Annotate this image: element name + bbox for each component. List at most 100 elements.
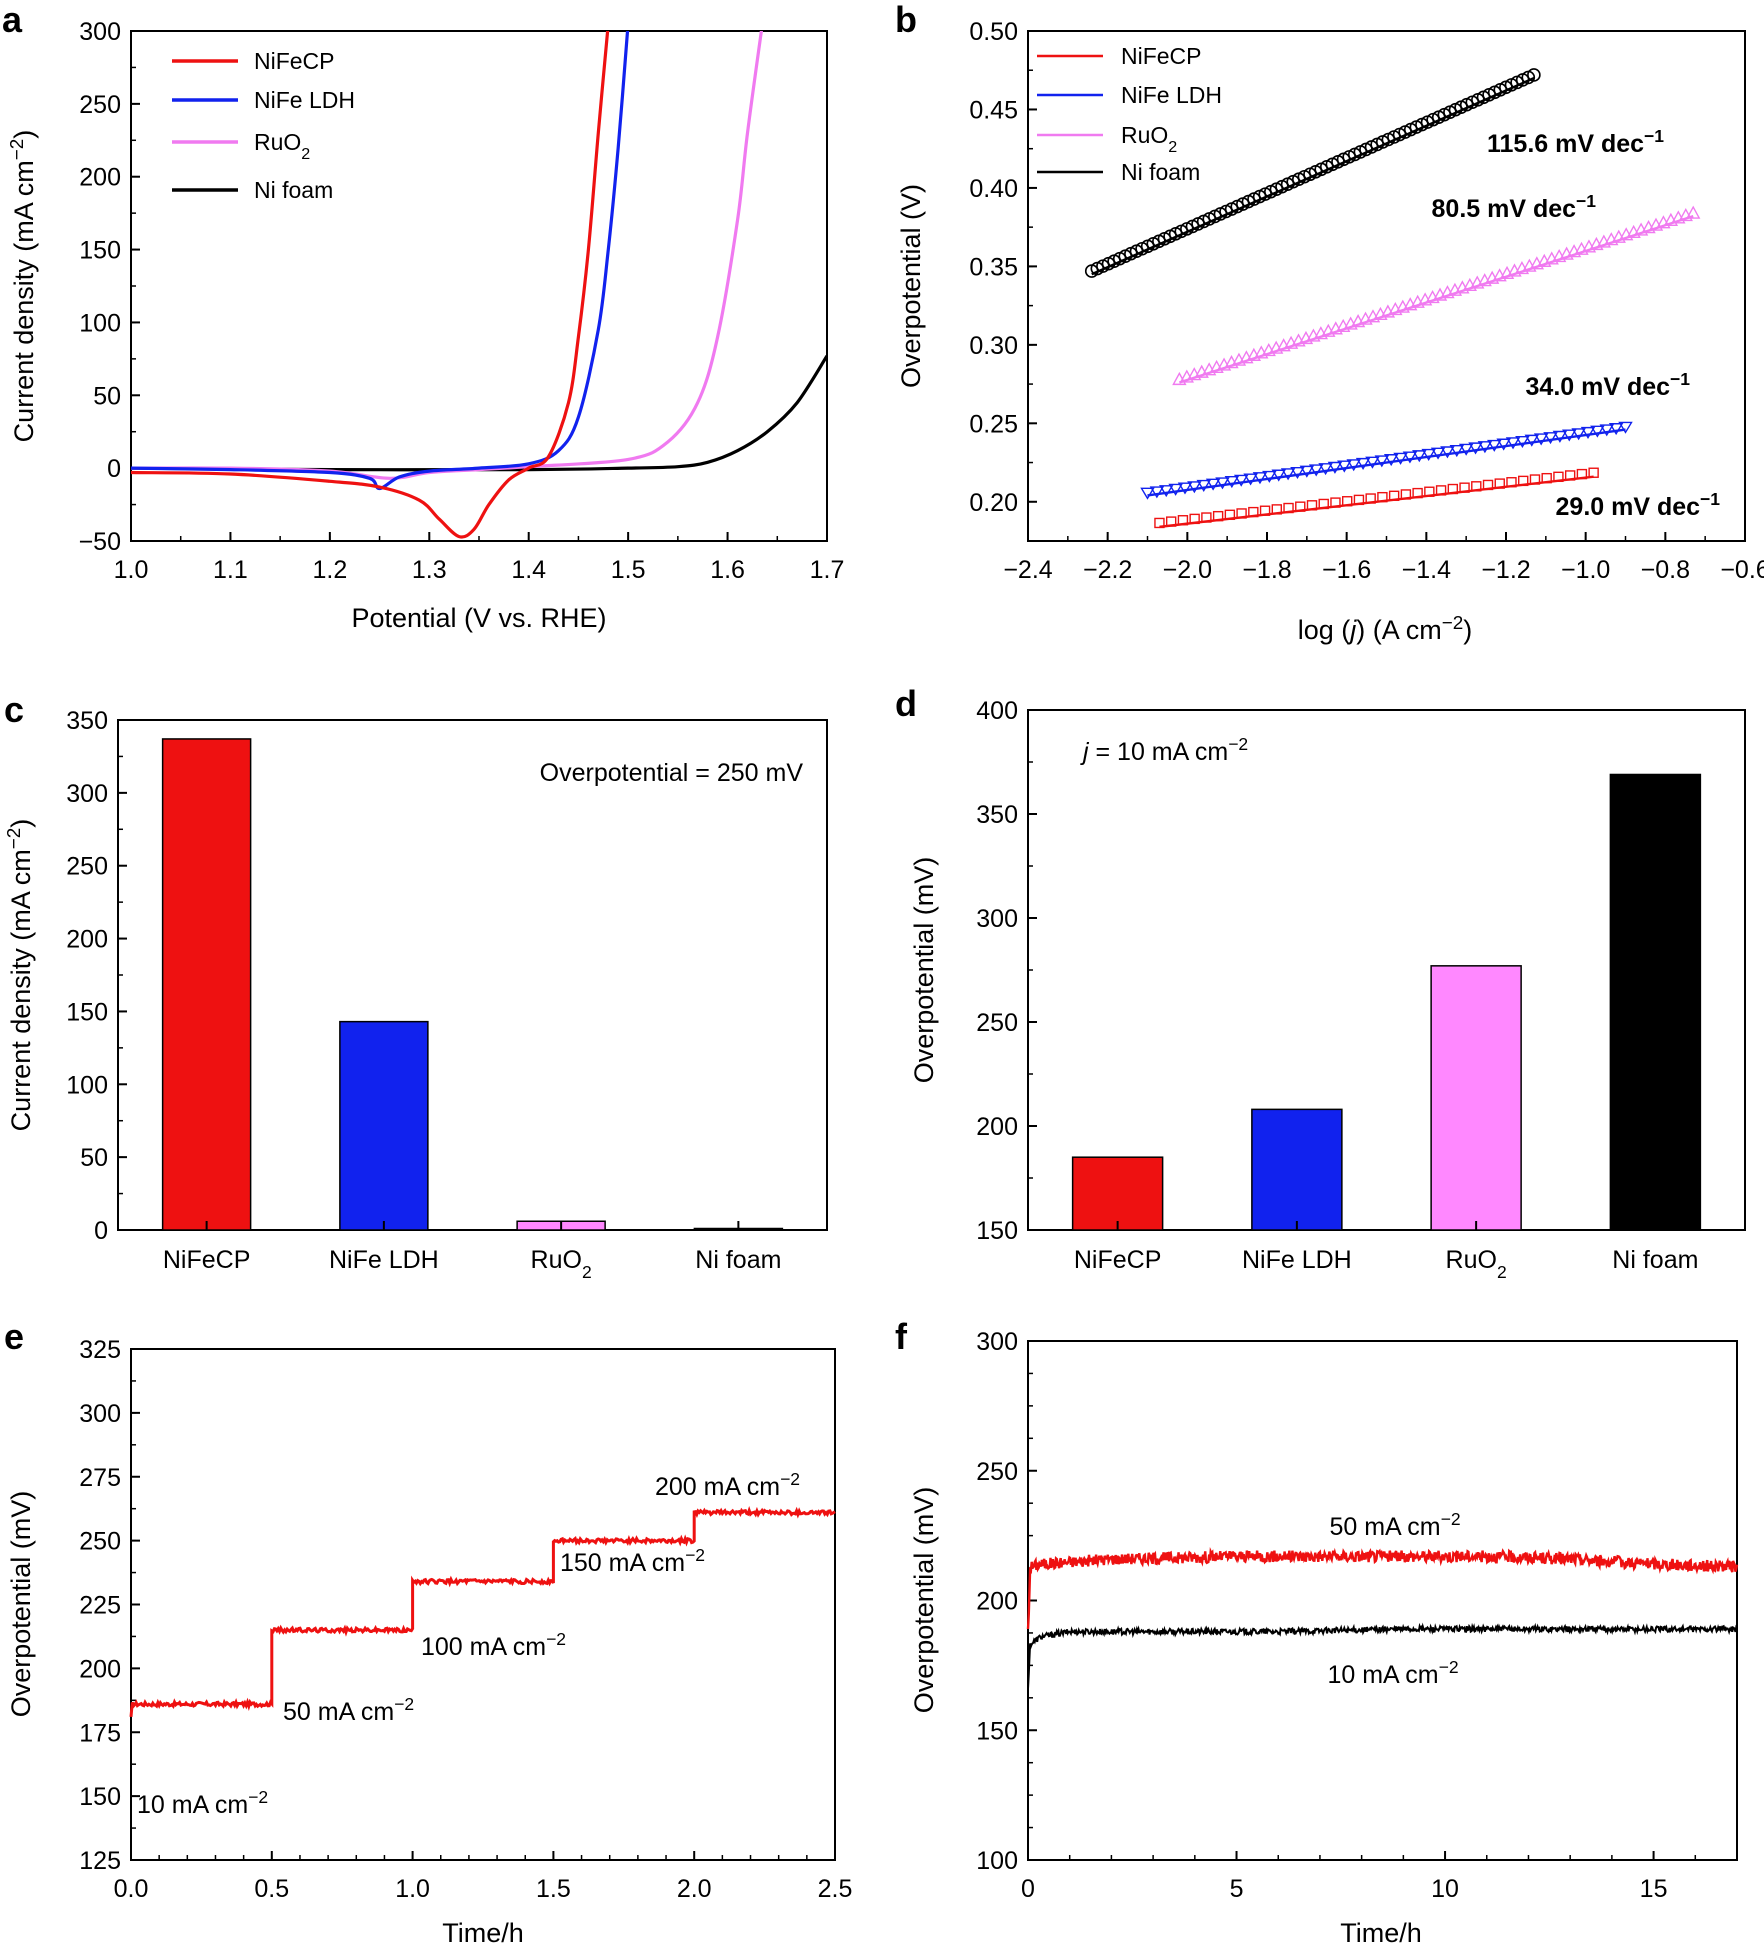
- panel-b-series-1-point: [1608, 423, 1624, 436]
- panel-c-ytick-label: 100: [66, 1071, 108, 1099]
- panel-e-step-label-4: 200 mA cm−2: [655, 1469, 800, 1501]
- panel-b-series-1-point: [1524, 434, 1540, 447]
- panel-b-series-1-point: [1580, 426, 1596, 439]
- panel-e-xtick-label: 1.0: [395, 1875, 430, 1903]
- panel-c-ytick-label: 0: [94, 1217, 108, 1245]
- panel-e-ytick-label: 250: [79, 1528, 121, 1556]
- panel-a-ytick-label: 50: [93, 382, 121, 410]
- panel-b-ylabel: Overpotential (V): [896, 184, 926, 388]
- panel-a-legend-label-0: NiFeCP: [254, 48, 335, 74]
- panel-a-xtick-label: 1.6: [710, 556, 745, 584]
- panel-d-bar-0: [1071, 1156, 1164, 1231]
- panel-a-ylabel-group: Current density (mA cm−2): [7, 130, 40, 443]
- panel-b-series-1-point: [1487, 439, 1502, 452]
- panel-c-bar-1: [339, 1020, 429, 1231]
- panel-e-xlabel: Time/h: [442, 1918, 524, 1948]
- panel-b-series-1-point: [1430, 447, 1446, 460]
- panel-b-slope-label-0: 29.0 mV dec−1: [1556, 489, 1721, 521]
- panel-a-ylabel: Current density (mA cm−2): [7, 130, 40, 443]
- panel-e-ytick-label: 200: [79, 1655, 121, 1683]
- panel-f-ytick-label: 100: [976, 1847, 1018, 1875]
- panel-e-panel-letter: e: [4, 1316, 24, 1357]
- panel-b-series-1-point: [1393, 452, 1408, 465]
- panel-d-ytick-label: 200: [976, 1113, 1018, 1141]
- panel-b-legend-label-1: NiFe LDH: [1121, 82, 1222, 108]
- panel-b-ytick-label: 0.20: [969, 489, 1018, 517]
- panel-b-series-1-point: [1243, 473, 1258, 486]
- panel-a: 1.0 1.1 1.2 1.3 1.4 1.5 1.6 1.7 −50 0 50 100 150 200 2…: [2, 0, 844, 633]
- panel-b-series-1-point: [1346, 459, 1361, 472]
- panel-b-series-1-point: [1571, 428, 1586, 441]
- panel-d-ylabel-group: Overpotential (mV): [909, 857, 939, 1084]
- panel-b-xtick-label: −0.8: [1641, 556, 1690, 584]
- panel-b-slope-label-3: 115.6 mV dec−1: [1487, 126, 1664, 158]
- panel-b-series-1-point: [1233, 474, 1249, 487]
- panel-f-xtick-label: 10: [1431, 1875, 1459, 1903]
- panel-e-series-group: [129, 1505, 836, 1718]
- panel-b-series-1-point: [1458, 443, 1474, 456]
- panel-a-legend-label-2: RuO2: [254, 129, 310, 163]
- panel-e-axes-frame: [130, 1348, 836, 1861]
- panel-b-xlabel: log (j) (A cm−2): [1298, 613, 1473, 646]
- panel-c-ytick-label: 50: [80, 1144, 108, 1172]
- panel-b-legend: NiFeCP NiFe LDH RuO2 Ni foam: [1037, 43, 1222, 185]
- panel-b-series-1-point: [1327, 461, 1343, 474]
- panel-f-axes-frame: [1027, 1340, 1738, 1861]
- panel-f-series-1-label: 10 mA cm−2: [1327, 1657, 1458, 1689]
- panel-f-panel-letter: f: [895, 1316, 908, 1357]
- panel-e-ytick-label: 275: [79, 1464, 121, 1492]
- panel-c-category-label-1: NiFe LDH: [329, 1246, 439, 1274]
- panel-f-ytick-label: 250: [976, 1458, 1018, 1486]
- panel-b-series-1-point: [1515, 435, 1530, 449]
- panel-b-legend-label-3: Ni foam: [1121, 159, 1200, 185]
- panel-b-series-1-point: [1280, 468, 1296, 481]
- panel-b-series-1-point: [1271, 469, 1286, 482]
- panel-e-ylabel: Overpotential (mV): [6, 1491, 36, 1718]
- panel-b-series-1-point: [1468, 442, 1483, 455]
- panel-e-step-label-1: 50 mA cm−2: [283, 1694, 414, 1726]
- panel-a-ytick-label: 300: [79, 18, 121, 46]
- panel-a-xtick-label: 1.1: [213, 556, 248, 584]
- panel-a-xtick-label: 1.5: [611, 556, 646, 584]
- panel-b-xtick-label: −1.8: [1242, 556, 1291, 584]
- panel-c-bar-0: [161, 738, 252, 1231]
- panel-b-legend-label-0: NiFeCP: [1121, 43, 1202, 69]
- panel-b-xtick-label: −2.4: [1003, 556, 1052, 584]
- panel-c-ylabel: Current density (mA cm−2): [4, 819, 37, 1132]
- panel-d-category-label-3: Ni foam: [1612, 1246, 1698, 1274]
- panel-a-ytick-label: 0: [107, 455, 121, 483]
- panel-a-ytick-label: 100: [79, 309, 121, 337]
- panel-b-xtick-label: −2.2: [1083, 556, 1132, 584]
- panel-b-series-3-point: [1527, 68, 1541, 82]
- panel-d-annotation: j = 10 mA cm−2: [1080, 734, 1248, 766]
- panel-a-legend-label-1: NiFe LDH: [254, 87, 355, 113]
- panel-b-series-1-point: [1159, 485, 1174, 498]
- panel-e-xtick-label: 0.0: [114, 1875, 149, 1903]
- panel-b-series-1-point: [1252, 472, 1268, 485]
- panel-e-xtick-label: 2.0: [677, 1875, 712, 1903]
- panel-d-bar-2: [1430, 965, 1522, 1231]
- panel-b-series-1-point: [1215, 477, 1230, 490]
- panel-d-ytick-label: 350: [976, 801, 1018, 829]
- panel-a-legend-label-3: Ni foam: [254, 177, 333, 203]
- panel-b-series-1-point: [1421, 448, 1436, 461]
- panel-c-ytick-label: 350: [66, 707, 108, 735]
- panel-a-xtick-label: 1.4: [511, 556, 546, 584]
- panel-f-xtick-label: 0: [1021, 1875, 1035, 1903]
- panel-d-bar-3: [1609, 773, 1702, 1231]
- panel-d-category-label-2: RuO2: [1446, 1246, 1507, 1282]
- panel-e-ylabel-group: Overpotential (mV): [6, 1491, 36, 1718]
- panel-c-ytick-label: 300: [66, 780, 108, 808]
- panel-f: 0 5 10 15 100 150 200 250 300 50 mA cm−2 10 mA cm−…: [895, 1316, 1739, 1948]
- panel-b-ytick-label: 0.45: [969, 96, 1018, 124]
- panel-d-ylabel: Overpotential (mV): [909, 857, 939, 1084]
- panel-b-xtick-label: −1.2: [1481, 556, 1530, 584]
- panel-d-ytick-label: 300: [976, 905, 1018, 933]
- panel-b-xtick-label: −1.4: [1402, 556, 1451, 584]
- panel-b: −2.4 −2.2 −2.0 −1.8 −1.6 −1.4 −1.2 −1.0 −0.8 −0.6…: [895, 0, 1764, 645]
- panel-a-series-1-line: [131, 31, 630, 491]
- panel-b-legend-label-2: RuO2: [1121, 122, 1177, 156]
- panel-b-series-1-point: [1599, 424, 1614, 437]
- panel-e-ytick-label: 225: [79, 1592, 121, 1620]
- panel-b-ytick-label: 0.50: [969, 18, 1018, 46]
